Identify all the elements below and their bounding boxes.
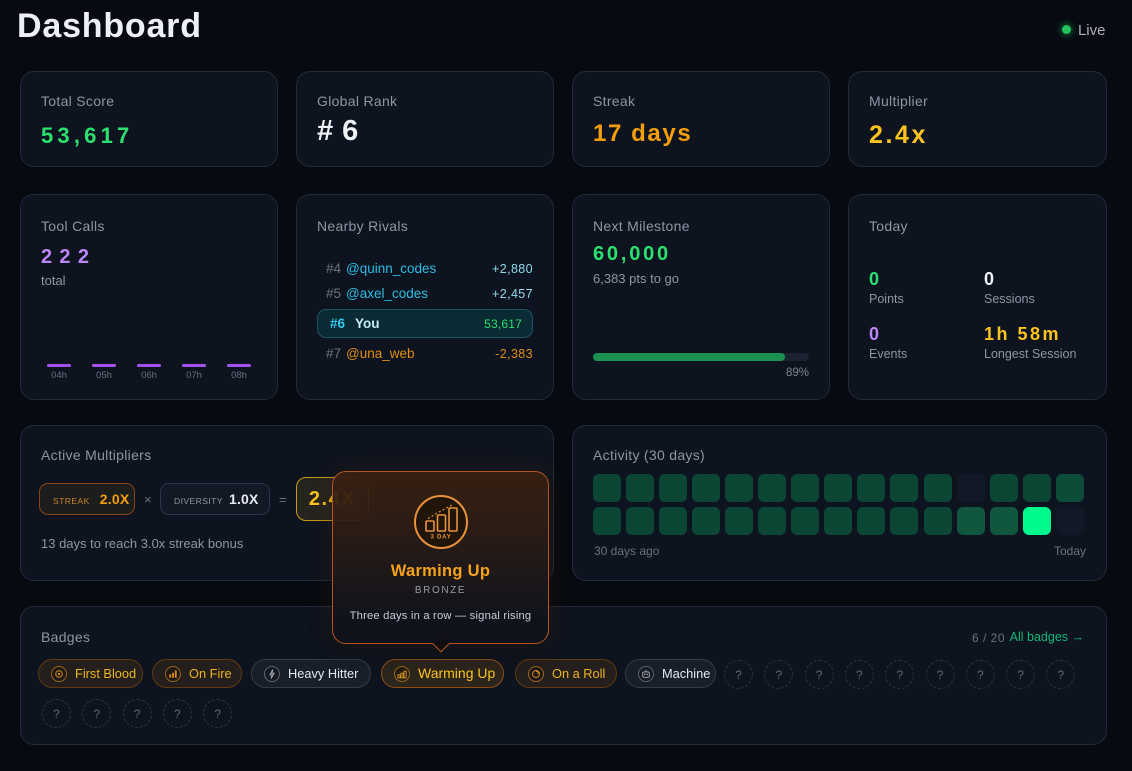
svg-text:3 DAY: 3 DAY: [430, 535, 451, 541]
